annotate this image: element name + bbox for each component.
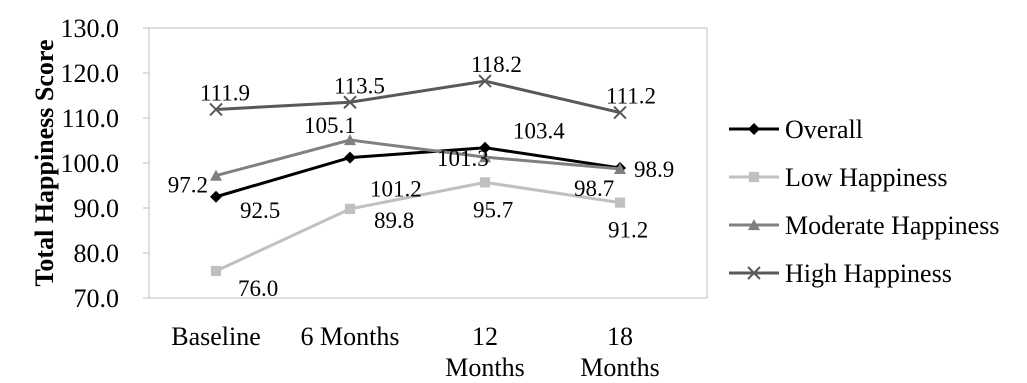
legend-overall-marker: [748, 123, 760, 135]
series-high-happiness-marker: [209, 102, 223, 117]
data-label-moderate-happiness: 101.3: [437, 146, 489, 171]
y-tick-label: 80.0: [74, 239, 120, 268]
legend-high-happiness-marker: [747, 266, 761, 280]
data-label-low-happiness: 95.7: [473, 197, 513, 222]
series-line-moderate-happiness: [215, 138, 621, 178]
legend-item-overall: Overall: [729, 115, 863, 144]
series-overall-marker: [479, 141, 491, 154]
legend-label: High Happiness: [785, 259, 952, 288]
data-label-high-happiness: 118.2: [471, 52, 522, 77]
legend-label: Overall: [785, 115, 863, 144]
data-label-overall: 101.2: [370, 177, 422, 202]
legend-label: Moderate Happiness: [785, 211, 999, 240]
y-tick-label: 110.0: [61, 104, 119, 133]
data-label-low-happiness: 91.2: [608, 218, 648, 243]
data-label-overall: 92.5: [240, 198, 280, 223]
series-line-overall: [215, 146, 621, 199]
data-label-high-happiness: 111.2: [606, 84, 656, 109]
series-moderate-happiness-marker: [344, 134, 356, 146]
series-low-happiness-marker: [344, 203, 356, 214]
series-moderate-happiness-marker: [479, 151, 491, 163]
series-high-happiness-marker: [613, 105, 627, 120]
y-tick-label: 70.0: [74, 284, 120, 313]
series-high-happiness: [209, 74, 627, 120]
legend-low-happiness-marker: [748, 171, 760, 183]
data-label-overall: 103.4: [513, 119, 565, 144]
data-label-moderate-happiness: 98.7: [574, 176, 614, 201]
data-labels: 92.5 101.2 103.4 98.9 76.0 89.8 95.7 91.2 97.2 10…: [168, 52, 675, 301]
y-tick-label: 120.0: [61, 59, 120, 88]
legend: Overall Low Happiness Moderate Happiness Hi…: [729, 115, 999, 288]
data-label-overall: 98.9: [634, 157, 674, 182]
series-low-happiness-marker: [210, 265, 222, 277]
x-axis-ticks: Baseline 6 Months 12 Months 18 Months: [171, 322, 660, 382]
series-high-happiness-marker: [343, 95, 357, 109]
series-moderate-happiness-marker: [614, 162, 626, 174]
series-low-happiness-marker: [614, 197, 626, 208]
data-label-moderate-happiness: 105.1: [304, 113, 356, 138]
series-line-high-happiness: [215, 79, 621, 115]
x-tick-label: 6 Months: [301, 322, 400, 351]
x-tick-label: Baseline: [171, 322, 261, 351]
x-tick-label: 12 Months: [445, 322, 524, 382]
x-tick-label: 18 Months: [580, 322, 659, 382]
y-tick-label: 90.0: [74, 194, 120, 223]
series-low-happiness-marker: [479, 177, 491, 188]
y-tick-label: 100.0: [61, 149, 120, 178]
series-moderate-happiness: [210, 134, 626, 181]
series-moderate-happiness-marker: [210, 169, 222, 181]
plot-frame: [148, 27, 708, 299]
legend-item-high-happiness: High Happiness: [729, 259, 952, 288]
series-overall-marker: [210, 190, 222, 203]
data-label-low-happiness: 89.8: [374, 208, 414, 233]
data-label-moderate-happiness: 97.2: [168, 173, 208, 198]
series-low-happiness: [210, 177, 626, 277]
y-axis-ticks: 70.0 80.0 90.0 100.0 110.0 120.0 130.0: [61, 14, 149, 313]
y-axis-title: Total Happiness Score: [30, 39, 59, 286]
series-layer: [209, 74, 627, 277]
data-label-high-happiness: 113.5: [334, 73, 385, 98]
y-tick-label: 130.0: [61, 14, 120, 43]
legend-moderate-happiness-marker: [748, 219, 760, 231]
legend-item-low-happiness: Low Happiness: [729, 163, 947, 192]
series-high-happiness-marker: [478, 74, 492, 88]
series-overall: [210, 141, 626, 203]
legend-label: Low Happiness: [785, 163, 947, 192]
data-label-high-happiness: 111.9: [200, 80, 250, 105]
series-overall-marker: [344, 151, 356, 164]
series-line-low-happiness: [215, 180, 621, 273]
data-label-low-happiness: 76.0: [238, 276, 278, 301]
legend-item-moderate-happiness: Moderate Happiness: [729, 211, 999, 240]
